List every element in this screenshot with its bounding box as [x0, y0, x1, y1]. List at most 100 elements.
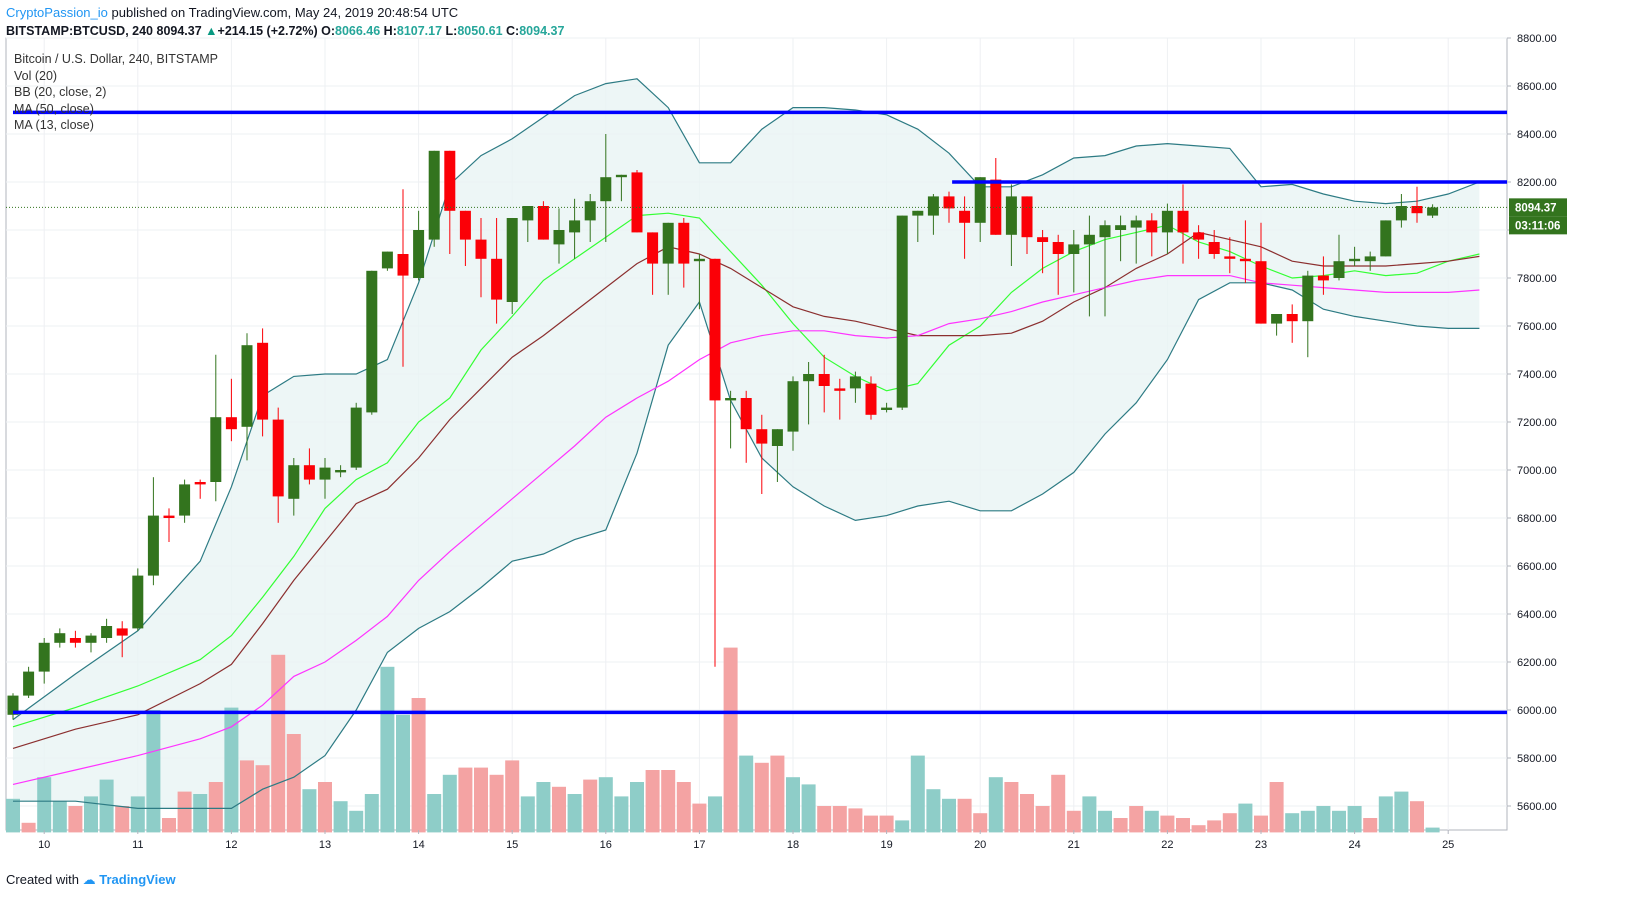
candle-body	[210, 417, 222, 482]
volume-bar	[1020, 794, 1034, 833]
volume-bar	[1098, 810, 1112, 833]
volume-bar	[208, 782, 223, 833]
candle-body	[444, 150, 456, 211]
candle-body	[756, 429, 768, 444]
candle-body	[912, 210, 924, 216]
candle-body	[1037, 237, 1049, 242]
candle-body	[1161, 210, 1173, 233]
candle-body	[1224, 256, 1236, 259]
candle-body	[881, 407, 893, 410]
high-value: 8107.17	[396, 24, 443, 38]
x-tick-label: 25	[1442, 839, 1454, 851]
volume-bar	[489, 774, 504, 833]
volume-bar	[474, 767, 488, 833]
volume-bar	[162, 818, 176, 833]
candle-body	[1364, 256, 1376, 262]
volume-bar	[1316, 806, 1331, 833]
series-line-ma50	[12, 275, 1480, 785]
x-tick-label: 22	[1161, 839, 1173, 851]
volume-bar	[1238, 803, 1253, 833]
candle-body	[569, 220, 581, 233]
candle-body	[38, 642, 50, 672]
y-tick-label: 6800.00	[1517, 513, 1557, 525]
ohlc-line: BITSTAMP:BTCUSD, 240 8094.37 ▲+214.15 (+…	[6, 22, 564, 40]
open-value: 8066.46	[335, 24, 381, 38]
x-tick-label: 23	[1255, 839, 1267, 851]
published-text: published on TradingView.com, May 24, 20…	[111, 5, 459, 20]
candle-body	[537, 206, 549, 240]
volume-bar	[1222, 813, 1237, 833]
volume-bar	[1410, 801, 1424, 833]
volume-bar	[411, 698, 426, 833]
candle-body	[101, 626, 113, 638]
volume-bar	[1082, 796, 1097, 833]
candle-body	[272, 419, 284, 497]
candle-body	[1380, 220, 1392, 257]
volume-bar	[520, 796, 535, 833]
candle-body	[678, 222, 690, 264]
volume-bar	[1113, 818, 1128, 833]
candle-body	[366, 270, 378, 413]
volume-bar	[1207, 820, 1222, 833]
candle-body	[413, 230, 425, 278]
publisher-link[interactable]: CryptoPassion_io	[6, 5, 108, 20]
legend-item-vol[interactable]: Vol (20)	[14, 68, 58, 83]
candle-body	[491, 258, 503, 300]
x-tick-label: 17	[693, 839, 705, 851]
legend-item-ma50[interactable]: MA (50, close)	[14, 101, 94, 116]
candle-body	[693, 258, 705, 262]
volume-bar	[349, 810, 364, 833]
candle-body	[943, 196, 955, 209]
x-tick-label: 15	[506, 839, 518, 851]
volume-bar	[84, 796, 98, 833]
y-tick-label: 7000.00	[1517, 465, 1557, 477]
candle-body	[849, 376, 861, 389]
volume-bar	[770, 755, 785, 833]
candle-body	[147, 515, 159, 576]
volume-bar	[1425, 827, 1440, 833]
volume-bar	[396, 714, 410, 833]
candle-body	[631, 172, 643, 233]
candle-body	[974, 177, 986, 223]
volume-bar	[380, 666, 395, 833]
low-label: L:	[445, 24, 458, 38]
candle-body	[865, 383, 877, 415]
candle-body	[225, 417, 237, 430]
y-tick-label: 5600.00	[1517, 801, 1557, 813]
volume-bar	[458, 767, 473, 833]
tradingview-cloud-icon: ☁	[82, 872, 96, 887]
volume-bar	[661, 770, 676, 833]
volume-bar	[614, 796, 629, 833]
x-tick-label: 13	[319, 839, 331, 851]
volume-bar	[988, 777, 1003, 833]
volume-bar	[817, 806, 832, 833]
legend-item-ma13[interactable]: MA (13, close)	[14, 118, 94, 132]
high-label: H:	[383, 24, 397, 38]
candle-body	[1099, 225, 1111, 238]
countdown-label: 03:11:06	[1515, 220, 1560, 232]
volume-bar	[708, 796, 722, 833]
y-tick-label: 8400.00	[1517, 129, 1557, 141]
close-label: C:	[506, 24, 520, 38]
volume-bar	[848, 808, 863, 833]
tradingview-brand-link[interactable]: TradingView	[99, 872, 176, 887]
volume-bar	[583, 779, 598, 833]
candle-body	[23, 671, 35, 696]
legend-item-bb[interactable]: BB (20, close, 2)	[14, 85, 107, 99]
x-tick-label: 16	[600, 839, 612, 851]
volume-bar	[1004, 782, 1019, 833]
candle-body	[959, 210, 971, 223]
volume-bar	[130, 796, 145, 833]
volume-bar	[240, 760, 254, 833]
candle-body	[1177, 210, 1189, 233]
volume-bar	[1363, 818, 1378, 833]
candle-body	[163, 515, 175, 518]
candle-body	[1083, 234, 1095, 245]
volume-bar	[567, 794, 582, 833]
candle-body	[1349, 258, 1361, 262]
close-value: 8094.37	[519, 24, 565, 38]
candle-body	[990, 179, 1002, 235]
volume-bar	[723, 647, 738, 833]
legend-title: Bitcoin / U.S. Dollar, 240, BITSTAMP	[14, 52, 219, 66]
